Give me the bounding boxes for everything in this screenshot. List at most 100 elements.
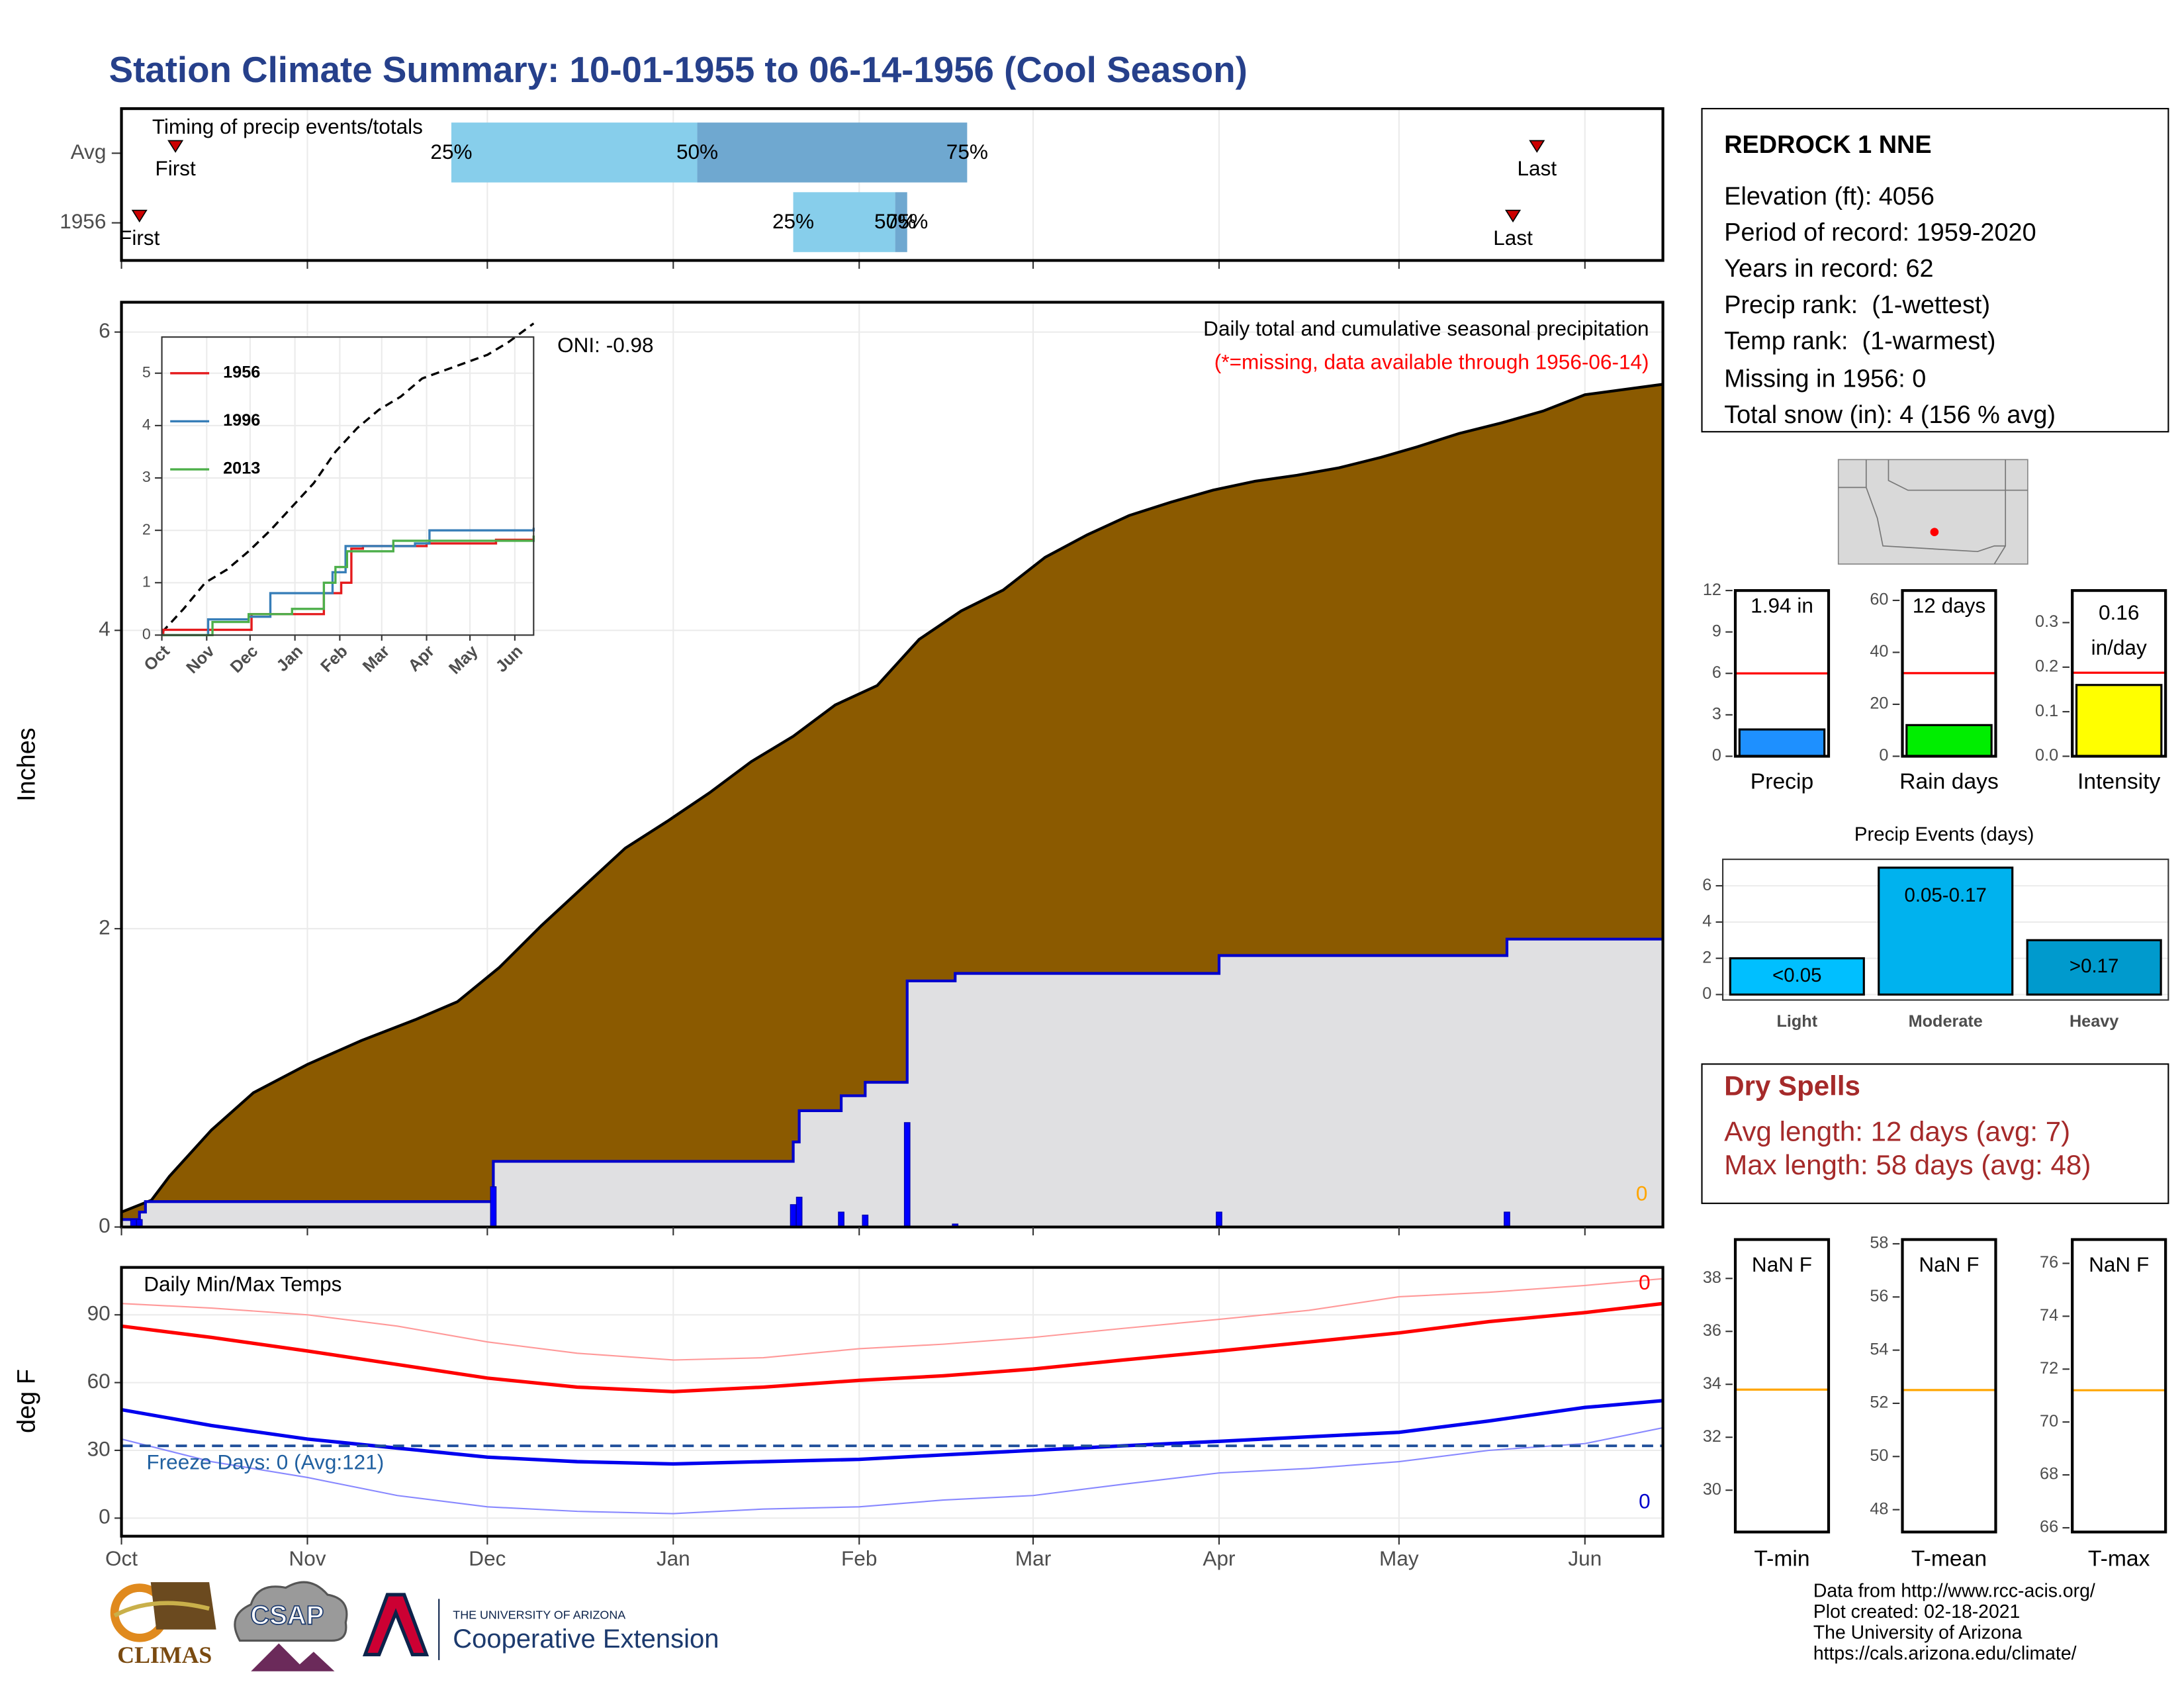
value-label: 0.05-0.17 [1905, 884, 1987, 906]
daily-bar [903, 1122, 911, 1228]
x-tick-label: May [1379, 1546, 1419, 1570]
y-tick-label: 4 [99, 617, 111, 641]
value-label: in/day [2091, 635, 2147, 659]
x-tick-label: Apr [1203, 1546, 1235, 1570]
daily-bar [790, 1204, 797, 1228]
quantile-label: 25% [430, 140, 472, 164]
daily-bar [490, 1186, 497, 1228]
y-tick-label: 50 [1870, 1446, 1888, 1465]
y-tick-label: 0.1 [2035, 702, 2058, 720]
summary-bar [2075, 684, 2163, 758]
x-tick-label: Jan [657, 1546, 690, 1570]
x-tick-label: Oct [105, 1546, 138, 1570]
y-tick-label: 12 [1703, 581, 1721, 599]
dry-spells-title: Dry Spells [1724, 1070, 1860, 1101]
logo-shape [251, 1643, 335, 1671]
cumulative-line [121, 937, 1663, 1221]
inset-series-line [161, 536, 535, 637]
temp-line [121, 1427, 1663, 1515]
y-tick-label: 20 [1870, 694, 1888, 713]
footer-line: https://cals.arizona.edu/climate/ [1813, 1643, 2077, 1664]
y-tick-label: 0.0 [2035, 746, 2058, 765]
legend-label: 1956 [223, 363, 260, 382]
y-tick-label: 1 [142, 573, 151, 590]
y-tick-label: 0 [99, 1505, 111, 1528]
map-bg [1837, 459, 2028, 565]
max-count: 0 [1639, 1270, 1651, 1294]
y-tick-label: 70 [2040, 1412, 2058, 1430]
csap-logo: CSAP [234, 1581, 348, 1671]
panel-name: Rain days [1899, 769, 1999, 794]
y-tick-label: 54 [1870, 1340, 1888, 1358]
y-tick-label: 0 [1879, 746, 1888, 765]
panel-border [1733, 588, 1831, 758]
y-tick-label: 4 [142, 416, 151, 433]
min-count: 0 [1639, 1489, 1651, 1513]
panel-border [120, 301, 1664, 1229]
chart-title: Daily Min/Max Temps [144, 1272, 341, 1295]
quantile-label: 75% [886, 209, 928, 233]
avg-cumulative-line [120, 383, 1663, 1214]
y-tick-label: 90 [87, 1301, 111, 1325]
temp-line [121, 1301, 1663, 1393]
quantile-label: 50% [676, 140, 718, 164]
panel-bg [1902, 1239, 1996, 1532]
footer-line: Data from http://www.rcc-acis.org/ [1813, 1580, 2095, 1601]
logo-shape [362, 1593, 430, 1657]
event-label: Last [1493, 226, 1533, 250]
daily-bar [1216, 1211, 1222, 1228]
value-label: NaN F [2089, 1252, 2149, 1276]
y-tick-label: 3 [1712, 705, 1721, 724]
x-tick-label: Jun [1568, 1546, 1602, 1570]
station-line: Missing in 1956: 0 [1724, 365, 1926, 393]
summary-bar [1738, 728, 1826, 758]
y-tick-label: 0 [142, 626, 151, 643]
panel-border [2071, 1238, 2167, 1534]
panel-bg [2072, 1239, 2166, 1532]
freeze-label: Freeze Days: 0 (Avg:121) [146, 1450, 384, 1474]
panel-border [1901, 588, 1997, 758]
y-tick-label: 0.3 [2035, 612, 2058, 631]
inset-border [161, 336, 535, 636]
value-label: >0.17 [2070, 955, 2119, 977]
quantile-bar [793, 192, 895, 252]
logo-shape [113, 1601, 210, 1618]
station-line: Precip rank: (1-wettest) [1724, 291, 1990, 319]
legend-label: 2013 [223, 459, 260, 478]
x-tick-label: Dec [469, 1546, 506, 1570]
y-tick-label: 74 [2040, 1306, 2058, 1325]
ua-logo: THE UNIVERSITY OF ARIZONA Cooperative Ex… [362, 1593, 719, 1660]
daily-bar [1504, 1211, 1510, 1228]
y-tick-label: 0 [1702, 984, 1711, 1003]
page-title: Station Climate Summary: 10-01-1955 to 0… [109, 49, 1248, 90]
station-line: Period of record: 1959-2020 [1724, 218, 2036, 246]
temp-line [121, 1278, 1663, 1361]
y-tick-label: 66 [2040, 1518, 2058, 1536]
y-tick-label: 52 [1870, 1393, 1888, 1412]
row-label: 1956 [60, 209, 106, 233]
legend-label: 1996 [223, 411, 260, 430]
y-tick-label: 6 [1712, 663, 1721, 682]
y-tick-label: 30 [1703, 1480, 1721, 1499]
panel-border [120, 107, 1664, 262]
footer-line: Plot created: 02-18-2021 [1813, 1601, 2021, 1622]
y-tick-label: 3 [142, 468, 151, 485]
locator-map [1837, 459, 2028, 565]
y-tick-label: 2 [99, 915, 111, 939]
y-tick-label: 30 [87, 1436, 111, 1460]
panel-name: Intensity [2077, 769, 2161, 794]
value-label: 12 days [1913, 594, 1986, 618]
daily-bar [862, 1214, 869, 1228]
panel-border [2071, 588, 2167, 758]
event-label: First [119, 226, 160, 250]
event-marker [167, 140, 184, 153]
y-tick-label: 0 [99, 1213, 111, 1237]
y-tick-label: 2 [1702, 948, 1711, 966]
inset-bg [161, 337, 534, 635]
event-label: First [155, 156, 196, 180]
y-tick-label: 6 [1702, 876, 1711, 894]
bar [2026, 939, 2162, 996]
y-tick-label: 60 [87, 1369, 111, 1393]
daily-bar [838, 1211, 844, 1228]
